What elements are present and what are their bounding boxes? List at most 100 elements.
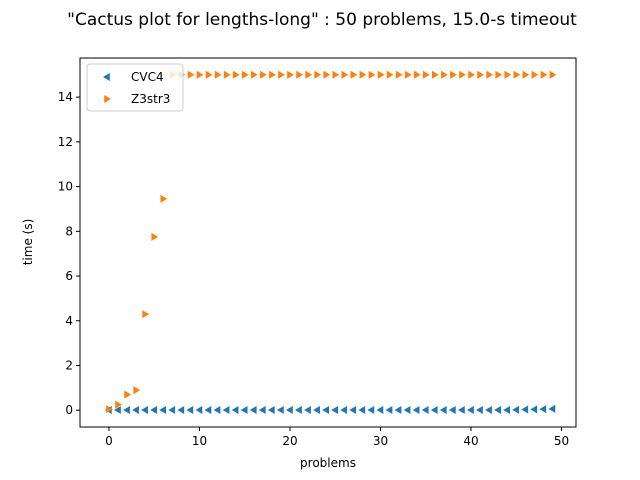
data-point — [457, 406, 465, 415]
data-point — [132, 406, 139, 415]
legend-marker — [104, 95, 111, 103]
data-point — [359, 70, 367, 79]
data-point — [341, 70, 349, 79]
data-point — [540, 70, 548, 79]
data-point — [214, 70, 222, 79]
data-point — [323, 70, 331, 79]
data-point — [404, 70, 412, 79]
data-point — [350, 70, 358, 79]
data-point — [187, 70, 195, 79]
data-point — [394, 406, 402, 415]
y-tick-label: 8 — [65, 224, 73, 238]
data-point — [403, 406, 411, 415]
data-point — [276, 406, 284, 415]
data-point — [285, 406, 293, 415]
data-point — [421, 406, 429, 415]
plot-area — [104, 70, 557, 415]
data-point — [223, 70, 231, 79]
data-point — [278, 70, 285, 79]
data-point — [539, 405, 547, 414]
data-point — [133, 386, 141, 395]
data-point — [260, 70, 267, 79]
data-point — [368, 70, 376, 79]
data-point — [386, 70, 394, 79]
data-point — [141, 406, 148, 415]
data-point — [385, 406, 393, 415]
data-point — [412, 406, 420, 415]
data-point — [441, 70, 448, 79]
x-tick-label: 10 — [192, 434, 207, 448]
data-point — [151, 232, 159, 241]
data-point — [304, 406, 311, 415]
chart-title: "Cactus plot for lengths-long" : 50 prob… — [67, 10, 577, 30]
data-point — [222, 406, 230, 415]
data-point — [358, 406, 366, 415]
axes-frame — [79, 57, 577, 428]
x-axis: 0 10 20 30 40 50 — [105, 427, 569, 448]
data-point — [115, 400, 123, 409]
data-point — [413, 70, 421, 79]
y-axis-label: time (s) — [21, 219, 35, 266]
data-point — [123, 406, 130, 415]
data-point — [142, 310, 150, 319]
data-point — [522, 70, 530, 79]
x-tick-label: 50 — [554, 434, 569, 448]
x-tick-label: 40 — [463, 434, 478, 448]
data-point — [439, 406, 447, 415]
data-point — [213, 406, 221, 415]
data-point — [159, 406, 167, 415]
x-axis-label: problems — [300, 456, 356, 470]
data-point — [430, 406, 438, 415]
data-point — [205, 70, 213, 79]
data-point — [485, 406, 492, 415]
data-point — [448, 406, 456, 415]
y-axis: 0 2 4 6 8 10 12 14 — [58, 90, 80, 417]
data-point — [124, 390, 132, 399]
series-cvc4 — [104, 404, 556, 415]
data-point — [548, 404, 556, 413]
data-point — [530, 405, 538, 414]
data-point — [269, 70, 276, 79]
data-point — [504, 70, 512, 79]
legend-frame — [86, 63, 184, 112]
data-point — [468, 70, 476, 79]
data-point — [231, 406, 239, 415]
legend-label: Z3str3 — [131, 92, 170, 106]
y-tick-label: 12 — [58, 135, 73, 149]
data-point — [422, 70, 430, 79]
data-point — [204, 406, 212, 415]
data-point — [521, 405, 529, 414]
y-tick-label: 2 — [65, 359, 73, 373]
data-point — [250, 70, 258, 79]
data-point — [177, 406, 185, 415]
data-point — [340, 406, 348, 415]
data-point — [477, 70, 485, 79]
data-point — [313, 406, 320, 415]
data-point — [377, 70, 385, 79]
data-point — [367, 406, 375, 415]
data-point — [459, 70, 466, 79]
data-point — [160, 194, 168, 203]
data-point — [186, 406, 194, 415]
data-point — [332, 70, 340, 79]
data-point — [240, 406, 248, 415]
data-point — [486, 70, 494, 79]
legend-marker — [103, 73, 110, 81]
data-point — [395, 70, 403, 79]
data-point — [376, 406, 384, 415]
data-point — [168, 406, 176, 415]
data-point — [322, 406, 329, 415]
data-point — [531, 70, 539, 79]
data-point — [196, 70, 204, 79]
data-point — [432, 70, 439, 79]
data-point — [296, 70, 304, 79]
data-point — [241, 70, 249, 79]
y-tick-label: 6 — [65, 269, 73, 283]
data-point — [195, 406, 203, 415]
data-point — [114, 406, 121, 415]
y-tick-label: 4 — [65, 314, 73, 328]
data-point — [314, 70, 322, 79]
y-tick-label: 14 — [58, 90, 73, 104]
data-point — [267, 406, 275, 415]
x-tick-label: 30 — [373, 434, 388, 448]
